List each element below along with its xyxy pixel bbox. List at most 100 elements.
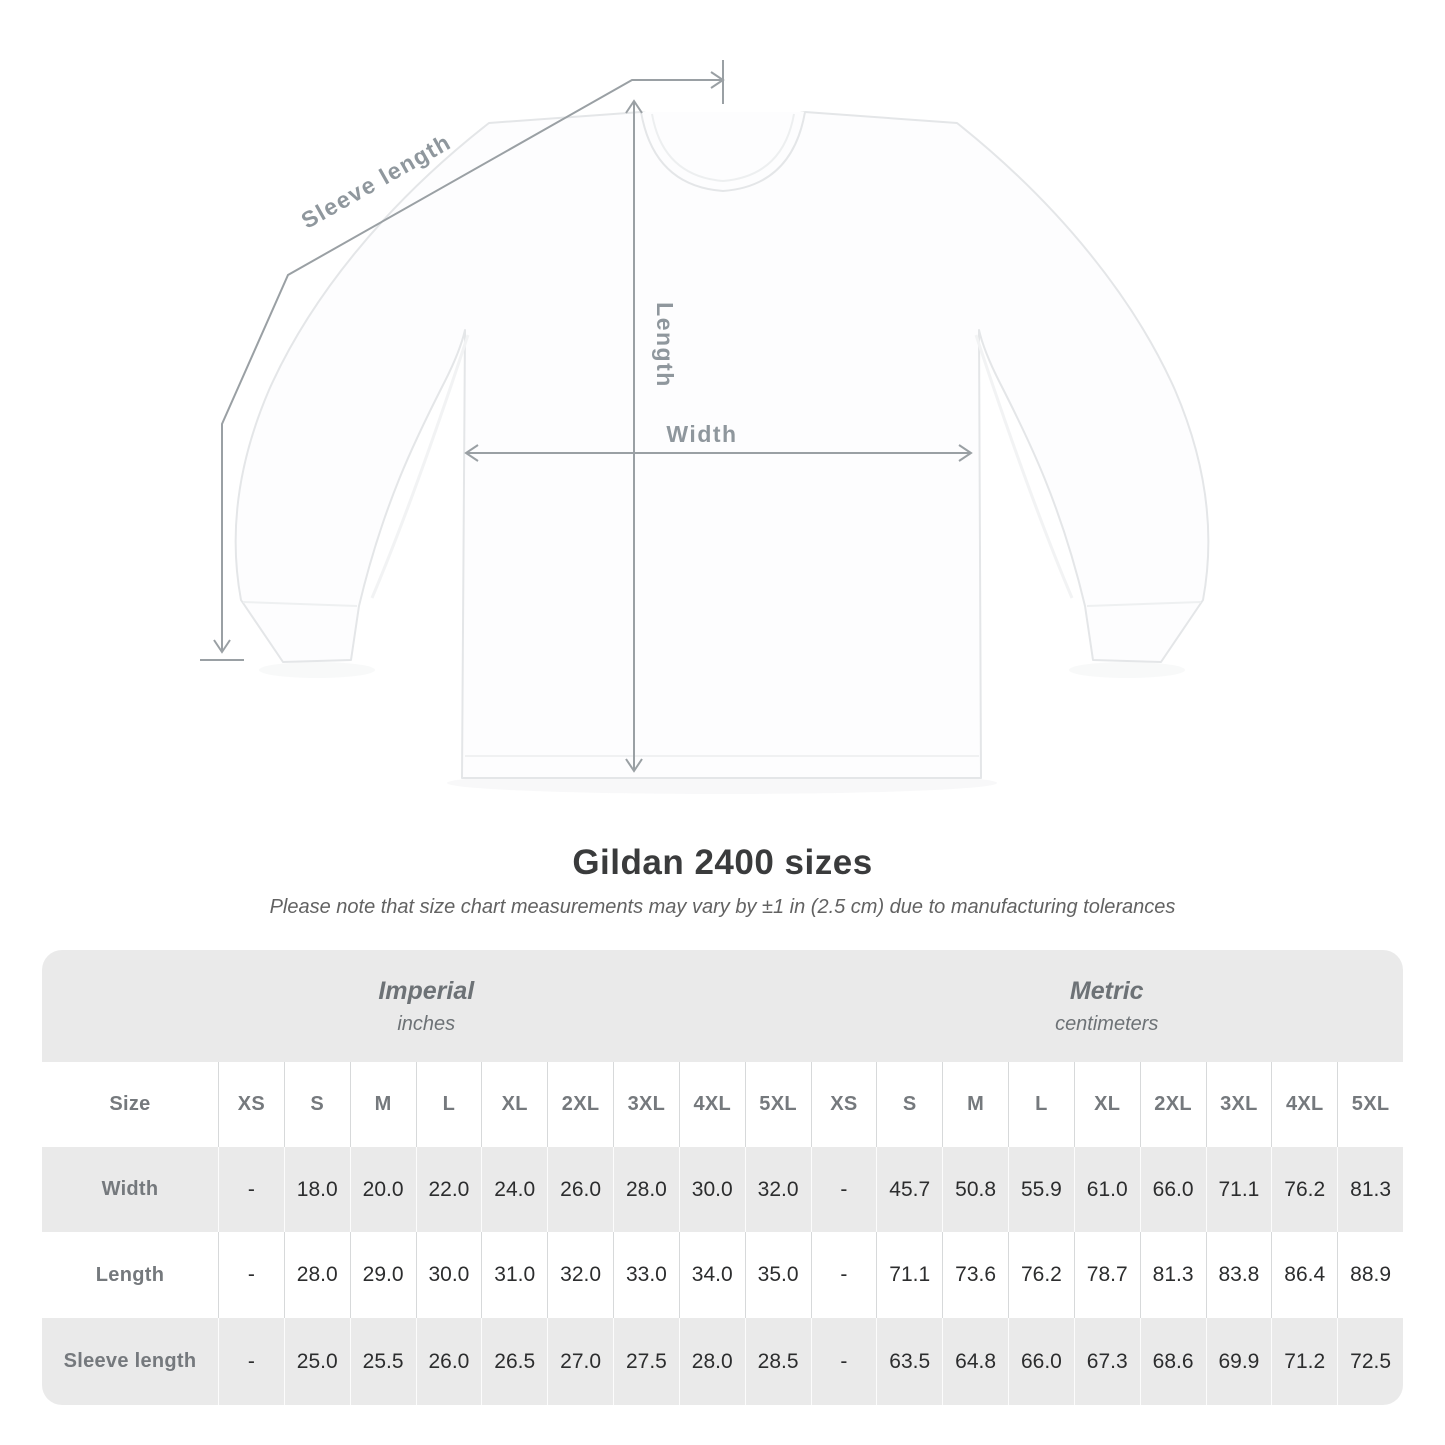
- value-width-metric-xs: -: [810, 1147, 877, 1232]
- value-length-metric-xs-text: -: [840, 1263, 848, 1286]
- size-header-row: Size XS S M L XL 2XL 3XL 4XL 5XL XS S M L XL 2XL 3XL 4XL 5…: [42, 1062, 1403, 1147]
- value-length-imperial-4xl-text: 34.0: [691, 1263, 733, 1286]
- table-row-width: Width - 18.0 20.0 22.0 24.0 26.0 28.0 30.0 32.0 - 4…: [42, 1147, 1403, 1232]
- value-sleeve-length-metric-4xl-text: 71.2: [1284, 1349, 1326, 1373]
- table-row-length: Length - 28.0 29.0 30.0 31.0 32.0 33.0 34.0 35.0 -…: [42, 1232, 1403, 1318]
- value-width-imperial-2xl-text: 26.0: [560, 1177, 602, 1201]
- value-sleeve-length-imperial-4xl: 28.0: [678, 1318, 745, 1405]
- row-label-sleeve-length-text: Sleeve length: [63, 1350, 197, 1372]
- size-header-metric-m-text: M: [967, 1093, 985, 1115]
- value-length-metric-xl: 78.7: [1073, 1232, 1140, 1318]
- cuff-shadow-left: [259, 662, 375, 678]
- value-width-imperial-xs: -: [218, 1147, 284, 1232]
- unit-name-imperial: Imperial: [378, 976, 475, 1005]
- value-sleeve-length-metric-2xl-text: 68.6: [1152, 1349, 1194, 1373]
- size-header-imperial-3xl-text: 3XL: [627, 1093, 666, 1115]
- size-header-metric-l-text: L: [1035, 1093, 1048, 1115]
- value-sleeve-length-metric-l-text: 66.0: [1020, 1349, 1062, 1373]
- value-sleeve-length-metric-5xl: 72.5: [1337, 1318, 1403, 1405]
- size-header-imperial-2xl: 2XL: [547, 1062, 613, 1147]
- size-header-metric-l: L: [1008, 1062, 1074, 1147]
- value-sleeve-length-metric-2xl: 68.6: [1139, 1318, 1206, 1405]
- value-length-imperial-xs: -: [218, 1232, 284, 1318]
- value-length-imperial-xl: 31.0: [481, 1232, 547, 1318]
- length-label: Length: [652, 302, 678, 388]
- value-sleeve-length-metric-xs: -: [810, 1318, 877, 1405]
- value-width-metric-xs-text: -: [840, 1177, 848, 1201]
- value-sleeve-length-metric-5xl-text: 72.5: [1350, 1349, 1392, 1373]
- size-header-imperial-4xl: 4XL: [678, 1062, 745, 1147]
- value-sleeve-length-metric-xs-text: -: [840, 1349, 848, 1373]
- page-title: Gildan 2400 sizes: [572, 843, 873, 882]
- value-length-imperial-3xl: 33.0: [613, 1232, 679, 1318]
- length-arrow-top: [625, 99, 643, 114]
- size-header-metric-xs-text: XS: [830, 1093, 858, 1115]
- value-width-metric-4xl-text: 76.2: [1284, 1177, 1326, 1201]
- size-header-metric-xs: XS: [810, 1062, 877, 1147]
- cuff-shadow-right: [1069, 662, 1185, 678]
- value-length-metric-xl-text: 78.7: [1086, 1263, 1128, 1286]
- value-length-metric-2xl-text: 81.3: [1152, 1263, 1194, 1286]
- right-cuff-seam: [1086, 601, 1202, 607]
- value-width-imperial-5xl-text: 32.0: [757, 1177, 799, 1201]
- value-sleeve-length-imperial-xl: 26.5: [481, 1318, 547, 1405]
- value-length-imperial-s-text: 28.0: [296, 1263, 338, 1286]
- value-sleeve-length-metric-xl: 67.3: [1073, 1318, 1140, 1405]
- value-sleeve-length-imperial-5xl-text: 28.5: [757, 1349, 799, 1373]
- value-width-imperial-4xl-text: 30.0: [691, 1177, 733, 1201]
- value-width-imperial-3xl: 28.0: [613, 1147, 679, 1232]
- shirt-collar-rib: [651, 113, 795, 183]
- size-table: Imperial inches Metric centimeters Size XS S M L…: [42, 950, 1403, 1405]
- value-length-metric-4xl-text: 86.4: [1284, 1263, 1326, 1286]
- size-header-metric-2xl: 2XL: [1139, 1062, 1206, 1147]
- left-cuff-seam: [242, 601, 358, 607]
- value-sleeve-length-imperial-s-text: 25.0: [296, 1349, 338, 1373]
- size-header-imperial-m-text: M: [374, 1093, 392, 1115]
- value-sleeve-length-imperial-3xl-text: 27.5: [625, 1349, 667, 1373]
- size-header-imperial-xl-text: XL: [501, 1093, 528, 1115]
- value-width-metric-3xl: 71.1: [1205, 1147, 1272, 1232]
- row-label-width: Width: [42, 1147, 218, 1232]
- value-length-imperial-m-text: 29.0: [362, 1263, 404, 1286]
- size-header-imperial-xl: XL: [481, 1062, 547, 1147]
- unit-header-row: Imperial inches Metric centimeters: [42, 950, 1403, 1062]
- size-header-imperial-4xl-text: 4XL: [693, 1093, 732, 1115]
- value-sleeve-length-imperial-m-text: 25.5: [362, 1349, 404, 1373]
- value-length-imperial-l: 30.0: [415, 1232, 482, 1318]
- value-length-metric-m: 73.6: [942, 1232, 1008, 1318]
- size-column-header: Size: [42, 1062, 218, 1147]
- value-width-metric-2xl-text: 66.0: [1152, 1177, 1194, 1201]
- value-width-imperial-s-text: 18.0: [296, 1177, 338, 1201]
- value-length-imperial-5xl-text: 35.0: [757, 1263, 799, 1286]
- value-length-metric-l: 76.2: [1008, 1232, 1074, 1318]
- value-length-metric-xs: -: [810, 1232, 877, 1318]
- size-header-imperial-5xl: 5XL: [744, 1062, 811, 1147]
- value-sleeve-length-metric-s-text: 63.5: [889, 1349, 931, 1373]
- size-header-metric-xl-text: XL: [1094, 1093, 1121, 1115]
- value-width-metric-m: 50.8: [942, 1147, 1008, 1232]
- sleeve-length-measure-line: [221, 79, 723, 650]
- value-sleeve-length-metric-3xl: 69.9: [1205, 1318, 1272, 1405]
- value-length-metric-l-text: 76.2: [1020, 1263, 1062, 1286]
- unit-header-metric: Metric centimeters: [811, 950, 1404, 1062]
- width-label: Width: [666, 421, 737, 447]
- value-length-metric-3xl-text: 83.8: [1218, 1263, 1260, 1286]
- value-length-metric-m-text: 73.6: [955, 1263, 997, 1286]
- size-header-metric-3xl-text: 3XL: [1220, 1093, 1258, 1115]
- value-width-imperial-s: 18.0: [283, 1147, 350, 1232]
- value-width-metric-2xl: 66.0: [1139, 1147, 1206, 1232]
- value-width-metric-xl: 61.0: [1073, 1147, 1140, 1232]
- value-sleeve-length-imperial-4xl-text: 28.0: [691, 1349, 733, 1373]
- value-sleeve-length-imperial-xs: -: [218, 1318, 284, 1405]
- value-length-imperial-3xl-text: 33.0: [625, 1263, 667, 1286]
- value-width-imperial-3xl-text: 28.0: [625, 1177, 667, 1201]
- size-header-imperial-l: L: [415, 1062, 482, 1147]
- value-sleeve-length-imperial-l: 26.0: [415, 1318, 482, 1405]
- shirt-collar: [640, 111, 806, 193]
- size-header-metric-xl: XL: [1073, 1062, 1140, 1147]
- value-length-metric-5xl: 88.9: [1337, 1232, 1403, 1318]
- row-label-sleeve-length: Sleeve length: [42, 1318, 218, 1405]
- size-header-metric-2xl-text: 2XL: [1154, 1093, 1192, 1115]
- size-header-metric-4xl: 4XL: [1271, 1062, 1337, 1147]
